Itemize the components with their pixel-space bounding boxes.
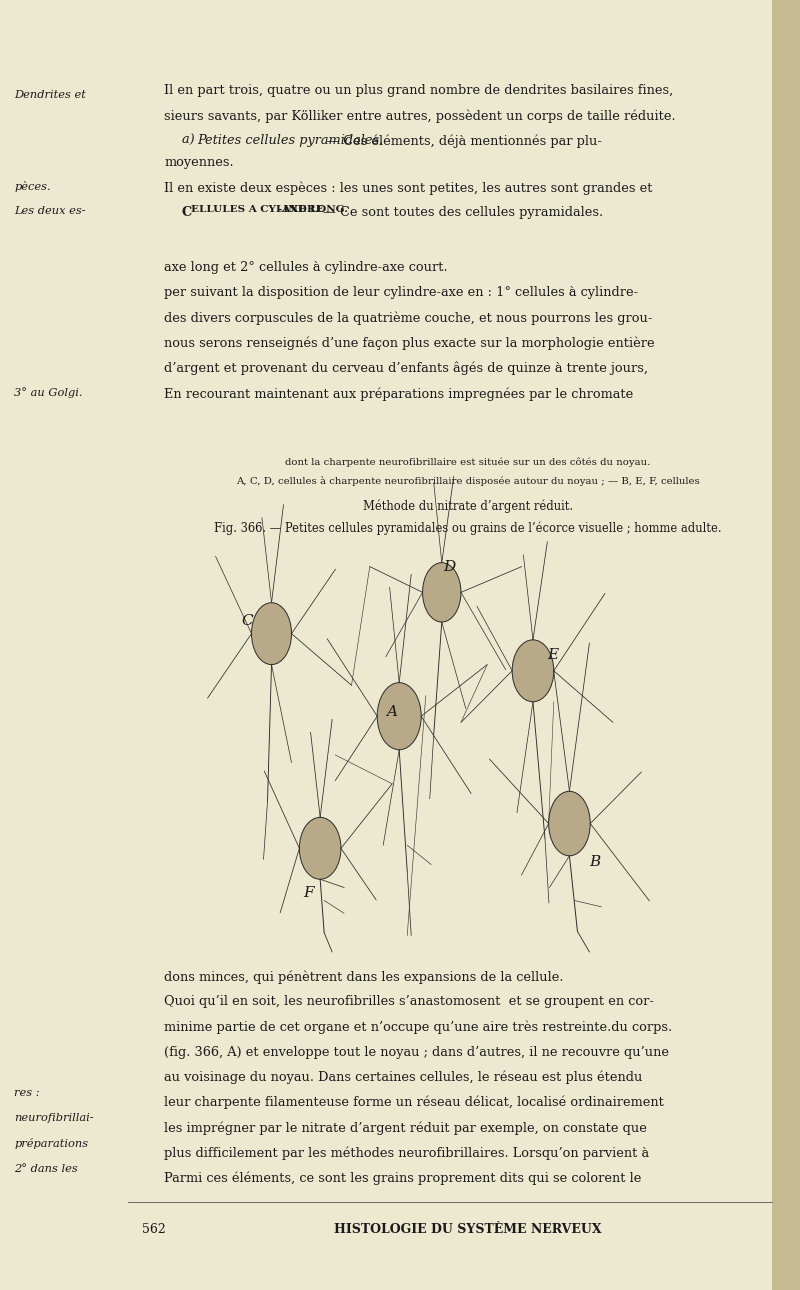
Text: préparations: préparations bbox=[14, 1138, 89, 1149]
Text: a): a) bbox=[182, 134, 198, 147]
Text: leur charpente filamenteuse forme un réseau délicat, localisé ordinairement: leur charpente filamenteuse forme un rés… bbox=[164, 1096, 664, 1109]
Text: En recourant maintenant aux préparations impregnées par le chromate: En recourant maintenant aux préparations… bbox=[164, 387, 634, 400]
Text: A: A bbox=[386, 706, 397, 720]
Text: Les deux es-: Les deux es- bbox=[14, 206, 86, 217]
Text: 2° dans les: 2° dans les bbox=[14, 1164, 78, 1174]
Text: moyennes.: moyennes. bbox=[164, 156, 234, 169]
Text: les imprégner par le nitrate d’argent réduit par exemple, on constate que: les imprégner par le nitrate d’argent ré… bbox=[164, 1121, 647, 1134]
Text: Petites cellules pyramidales.: Petites cellules pyramidales. bbox=[198, 134, 384, 147]
Ellipse shape bbox=[422, 562, 461, 622]
Text: HISTOLOGIE DU SYSTÈME NERVEUX: HISTOLOGIE DU SYSTÈME NERVEUX bbox=[334, 1223, 602, 1236]
Text: per suivant la disposition de leur cylindre-axe en : 1° cellules à cylindre-: per suivant la disposition de leur cylin… bbox=[164, 286, 638, 299]
Text: axe long et 2° cellules à cylindre-axe court.: axe long et 2° cellules à cylindre-axe c… bbox=[164, 261, 448, 275]
Text: — Ces éléments, déjà mentionnés par plu-: — Ces éléments, déjà mentionnés par plu- bbox=[322, 134, 602, 147]
Text: F: F bbox=[303, 886, 314, 900]
Text: C: C bbox=[242, 614, 254, 628]
Text: neurofibrillai-: neurofibrillai- bbox=[14, 1113, 94, 1124]
Text: d’argent et provenant du cerveau d’enfants âgés de quinze à trente jours,: d’argent et provenant du cerveau d’enfan… bbox=[164, 362, 648, 375]
Text: E: E bbox=[547, 649, 558, 662]
Ellipse shape bbox=[549, 791, 590, 855]
Bar bbox=[772, 0, 800, 1290]
Text: B: B bbox=[590, 855, 601, 869]
Text: minime partie de cet organe et n’occupe qu’une aire très restreinte.du corps.: minime partie de cet organe et n’occupe … bbox=[164, 1020, 672, 1033]
Text: au voisinage du noyau. Dans certaines cellules, le réseau est plus étendu: au voisinage du noyau. Dans certaines ce… bbox=[164, 1071, 642, 1084]
Ellipse shape bbox=[299, 818, 341, 880]
Text: res :: res : bbox=[14, 1089, 40, 1098]
Text: D: D bbox=[444, 560, 456, 574]
Text: 3° au Golgi.: 3° au Golgi. bbox=[14, 387, 83, 397]
Text: Fig. 366. — Petites cellules pyramidales ou grains de l’écorce visuelle ; homme : Fig. 366. — Petites cellules pyramidales… bbox=[214, 521, 722, 534]
Text: nous serons renseignés d’une façon plus exacte sur la morphologie entière: nous serons renseignés d’une façon plus … bbox=[164, 337, 654, 350]
Text: — Ce sont toutes des cellules pyramidales.: — Ce sont toutes des cellules pyramidale… bbox=[323, 206, 603, 219]
Ellipse shape bbox=[251, 602, 291, 664]
Text: des divers corpuscules de la quatrième couche, et nous pourrons les grou-: des divers corpuscules de la quatrième c… bbox=[164, 312, 652, 325]
Text: 562: 562 bbox=[142, 1223, 166, 1236]
Ellipse shape bbox=[512, 640, 554, 702]
Text: pèces.: pèces. bbox=[14, 182, 51, 192]
Text: ELLULES A CYLINDRE: ELLULES A CYLINDRE bbox=[191, 205, 324, 214]
Text: (fig. 366, A) et enveloppe tout le noyau ; dans d’autres, il ne recouvre qu’une: (fig. 366, A) et enveloppe tout le noyau… bbox=[164, 1045, 669, 1059]
Text: Parmi ces éléments, ce sont les grains proprement dits qui se colorent le: Parmi ces éléments, ce sont les grains p… bbox=[164, 1171, 642, 1184]
Text: Dendrites et: Dendrites et bbox=[14, 90, 86, 101]
Text: C: C bbox=[182, 206, 192, 219]
Text: dons minces, qui pénètrent dans les expansions de la cellule.: dons minces, qui pénètrent dans les expa… bbox=[164, 970, 563, 983]
Text: Il en existe deux espèces : les unes sont petites, les autres sont grandes et: Il en existe deux espèces : les unes son… bbox=[164, 182, 653, 195]
Text: Quoi qu’il en soit, les neurofibrilles s’anastomosent  et se groupent en cor-: Quoi qu’il en soit, les neurofibrilles s… bbox=[164, 996, 654, 1009]
Text: -AXE LONG.: -AXE LONG. bbox=[278, 205, 347, 214]
Text: dont la charpente neurofibrillaire est située sur un des côtés du noyau.: dont la charpente neurofibrillaire est s… bbox=[286, 458, 650, 467]
Text: Il en part trois, quatre ou un plus grand nombre de dendrites basilaires fines,: Il en part trois, quatre ou un plus gran… bbox=[164, 84, 674, 97]
Ellipse shape bbox=[378, 682, 421, 749]
Text: Méthode du nitrate d’argent réduit.: Méthode du nitrate d’argent réduit. bbox=[363, 499, 573, 512]
Text: sieurs savants, par Kölliker entre autres, possèdent un corps de taille réduite.: sieurs savants, par Kölliker entre autre… bbox=[164, 110, 676, 123]
Text: A, C, D, cellules à charpente neurofibrillaire disposée autour du noyau ; — B, E: A, C, D, cellules à charpente neurofibri… bbox=[236, 476, 700, 486]
Text: plus difficilement par les méthodes neurofibrillaires. Lorsqu’on parvient à: plus difficilement par les méthodes neur… bbox=[164, 1146, 649, 1160]
